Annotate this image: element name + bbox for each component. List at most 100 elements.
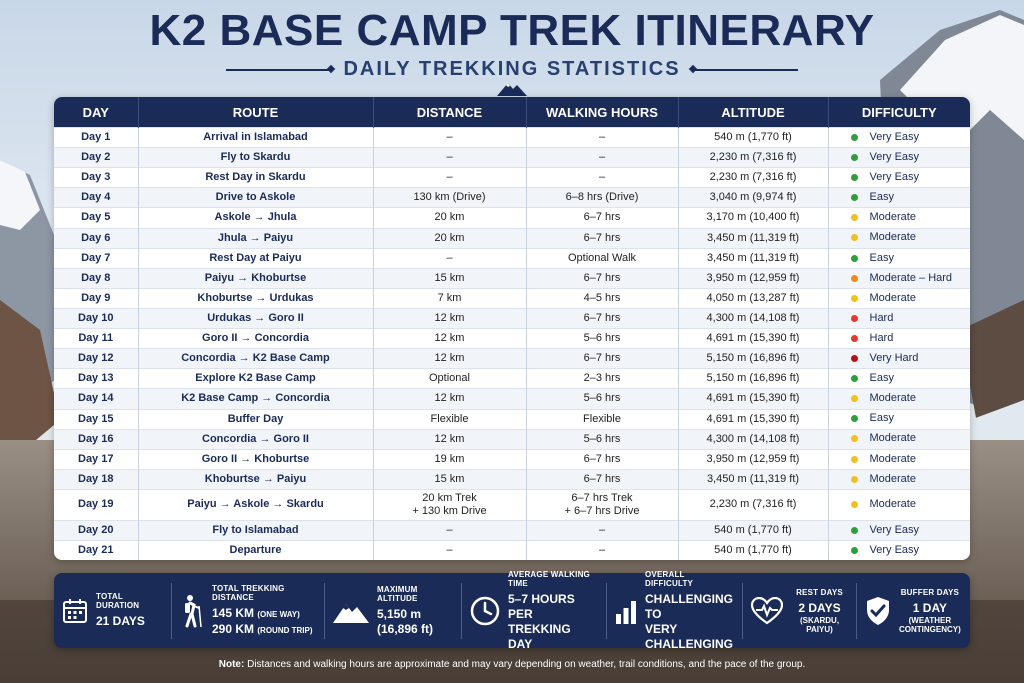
difficulty-cell: Hard [828,328,970,349]
altitude-cell: 3,450 m (11,319 ft) [678,468,829,490]
subtitle-divider-left [226,68,332,71]
stat-value-hours: 5–7 HOURS [508,591,575,606]
distance-cell: – [373,167,527,188]
subtitle-divider-right [692,68,798,71]
stat-buffer-days: BUFFER DAYS 1 DAY (WEATHER CONTINGENCY) [857,583,970,639]
difficulty-cell: Easy [828,408,970,430]
distance-cell: – [373,519,527,541]
table-row: Day 14 K2 Base Camp → Concordia 12 km 5–6 h… [54,388,970,410]
difficulty-cell: Moderate – Hard [828,267,970,289]
clock-icon [470,596,500,625]
difficulty-dot-icon [850,475,858,483]
stat-rest-days: REST DAYS 2 DAYS (SKARDU, PAIYU) [743,582,857,639]
difficulty-cell: Very Easy [828,147,970,168]
table-row: Day 3 Rest Day in Skardu – –2,230 m (7,316 … [54,167,970,188]
footer-note: Note: Distances and walking hours are ap… [0,659,1024,670]
distance-cell: 19 km [373,448,527,470]
day-cell: Day 1 [54,126,139,148]
altitude-cell: 4,300 m (14,108 ft) [678,428,829,450]
difficulty-dot-icon [850,546,858,554]
day-cell: Day 7 [54,247,139,269]
table-row: Day 4 Drive to Askole 130 km (Drive) 6–8 hr… [54,187,970,208]
altitude-cell: 4,691 m (15,390 ft) [678,328,829,349]
stat-label: REST DAYS [796,587,843,597]
day-cell: Day 15 [54,408,139,430]
route-cell: Concordia → K2 Base Camp [138,348,374,369]
walking-hours-cell: Flexible [526,408,679,430]
route-cell: Arrival in Islamabad [138,126,374,148]
column-header-difficulty: DIFFICULTY [828,97,970,128]
difficulty-cell: Moderate [828,388,970,410]
difficulty-dot-icon [850,526,858,534]
day-cell: Day 14 [54,388,139,410]
difficulty-cell: Moderate [828,287,970,309]
difficulty-dot-icon [850,395,858,403]
difficulty-dot-icon [850,435,858,443]
route-cell: Rest Day in Skardu [138,167,374,188]
difficulty-cell: Easy [828,187,970,208]
difficulty-cell: Easy [828,247,970,269]
day-cell: Day 9 [54,287,139,309]
distance-cell: 12 km [373,388,527,410]
difficulty-dot-icon [850,294,858,302]
table-header-row: DAY ROUTE DISTANCE WALKING HOURS ALTITUD… [54,97,970,128]
column-header-route: ROUTE [138,97,374,128]
walking-hours-cell: 5–6 hrs [526,328,679,349]
difficulty-dot-icon [850,455,858,463]
difficulty-cell: Very Easy [828,519,970,541]
table-row: Day 18 Khoburtse → Paiyu 15 km 6–7 hrs 3,450… [54,468,970,490]
stat-value-feet: (16,896 ft) [377,621,434,636]
calendar-icon [63,598,87,623]
route-cell: Goro II → Khoburtse [138,448,374,470]
distance-cell: 20 km [373,207,527,229]
difficulty-dot-icon [850,415,858,423]
table-row: Day 5 Askole → Jhula 20 km 6–7 hrs 3,170 m (… [54,207,970,229]
walking-hours-cell: 5–6 hrs [526,428,679,450]
peak-icon [497,83,527,96]
walking-hours-cell: – [526,167,679,188]
altitude-cell: 540 m (1,770 ft) [678,519,829,541]
difficulty-dot-icon [850,214,858,222]
day-cell: Day 16 [54,428,139,450]
distance-cell: 12 km [373,348,527,369]
altitude-cell: 3,950 m (12,959 ft) [678,448,829,470]
stat-value-line2: VERY CHALLENGING [645,621,733,651]
difficulty-cell: Moderate [828,448,970,470]
subtitle-row: DAILY TREKKING STATISTICS [0,58,1024,81]
stat-maximum-altitude: MAXIMUM ALTITUDE 5,150 m (16,896 ft) [325,582,462,639]
route-cell: Askole → Jhula [138,207,374,229]
altitude-cell: 4,300 m (14,108 ft) [678,307,829,329]
distance-cell: 12 km [373,328,527,349]
table-row: Day 13 Explore K2 Base Camp Optional 2–3 hr… [54,368,970,389]
day-cell: Day 19 [54,488,139,521]
walking-hours-cell: 6–7 hrs [526,207,679,229]
day-cell: Day 18 [54,468,139,490]
difficulty-cell: Very Easy [828,126,970,148]
stat-value-round-trip: 290 KM [212,621,255,636]
walking-hours-cell: 6–7 hrs [526,448,679,470]
distance-cell: – [373,540,527,560]
altitude-cell: 2,230 m (7,316 ft) [678,147,829,168]
table-row: Day 8 Paiyu → Khoburtse 15 km 6–7 hrs 3,950 … [54,267,970,289]
stat-note-round-trip: (ROUND TRIP) [257,625,313,635]
day-cell: Day 2 [54,147,139,168]
route-cell: Fly to Skardu [138,147,374,168]
walking-hours-cell: Optional Walk [526,247,679,269]
altitude-cell: 3,450 m (11,319 ft) [678,247,829,269]
distance-cell: 12 km [373,428,527,450]
altitude-cell: 4,691 m (15,390 ft) [678,408,829,430]
day-cell: Day 3 [54,167,139,188]
table-row: Day 21 Departure – –540 m (1,770 ft) Very Ea… [54,540,970,560]
difficulty-cell: Moderate [828,428,970,450]
distance-cell: – [373,126,527,148]
distance-cell: – [373,147,527,168]
stat-value-line1: CHALLENGING TO [645,591,733,621]
column-header-day: DAY [54,97,139,128]
stat-label: OVERALL DIFFICULTY [645,569,694,588]
summary-stats-bar: TOTAL DURATION 21 DAYS TOTAL TREKKING DI… [54,569,970,651]
route-cell: Fly to Islamabad [138,519,374,541]
table-row: Day 1 Arrival in Islamabad – –540 m (1,770 … [54,126,970,148]
altitude-cell: 3,450 m (11,319 ft) [678,227,829,249]
walking-hours-cell: 2–3 hrs [526,368,679,389]
walking-hours-cell: 6–8 hrs (Drive) [526,187,679,208]
